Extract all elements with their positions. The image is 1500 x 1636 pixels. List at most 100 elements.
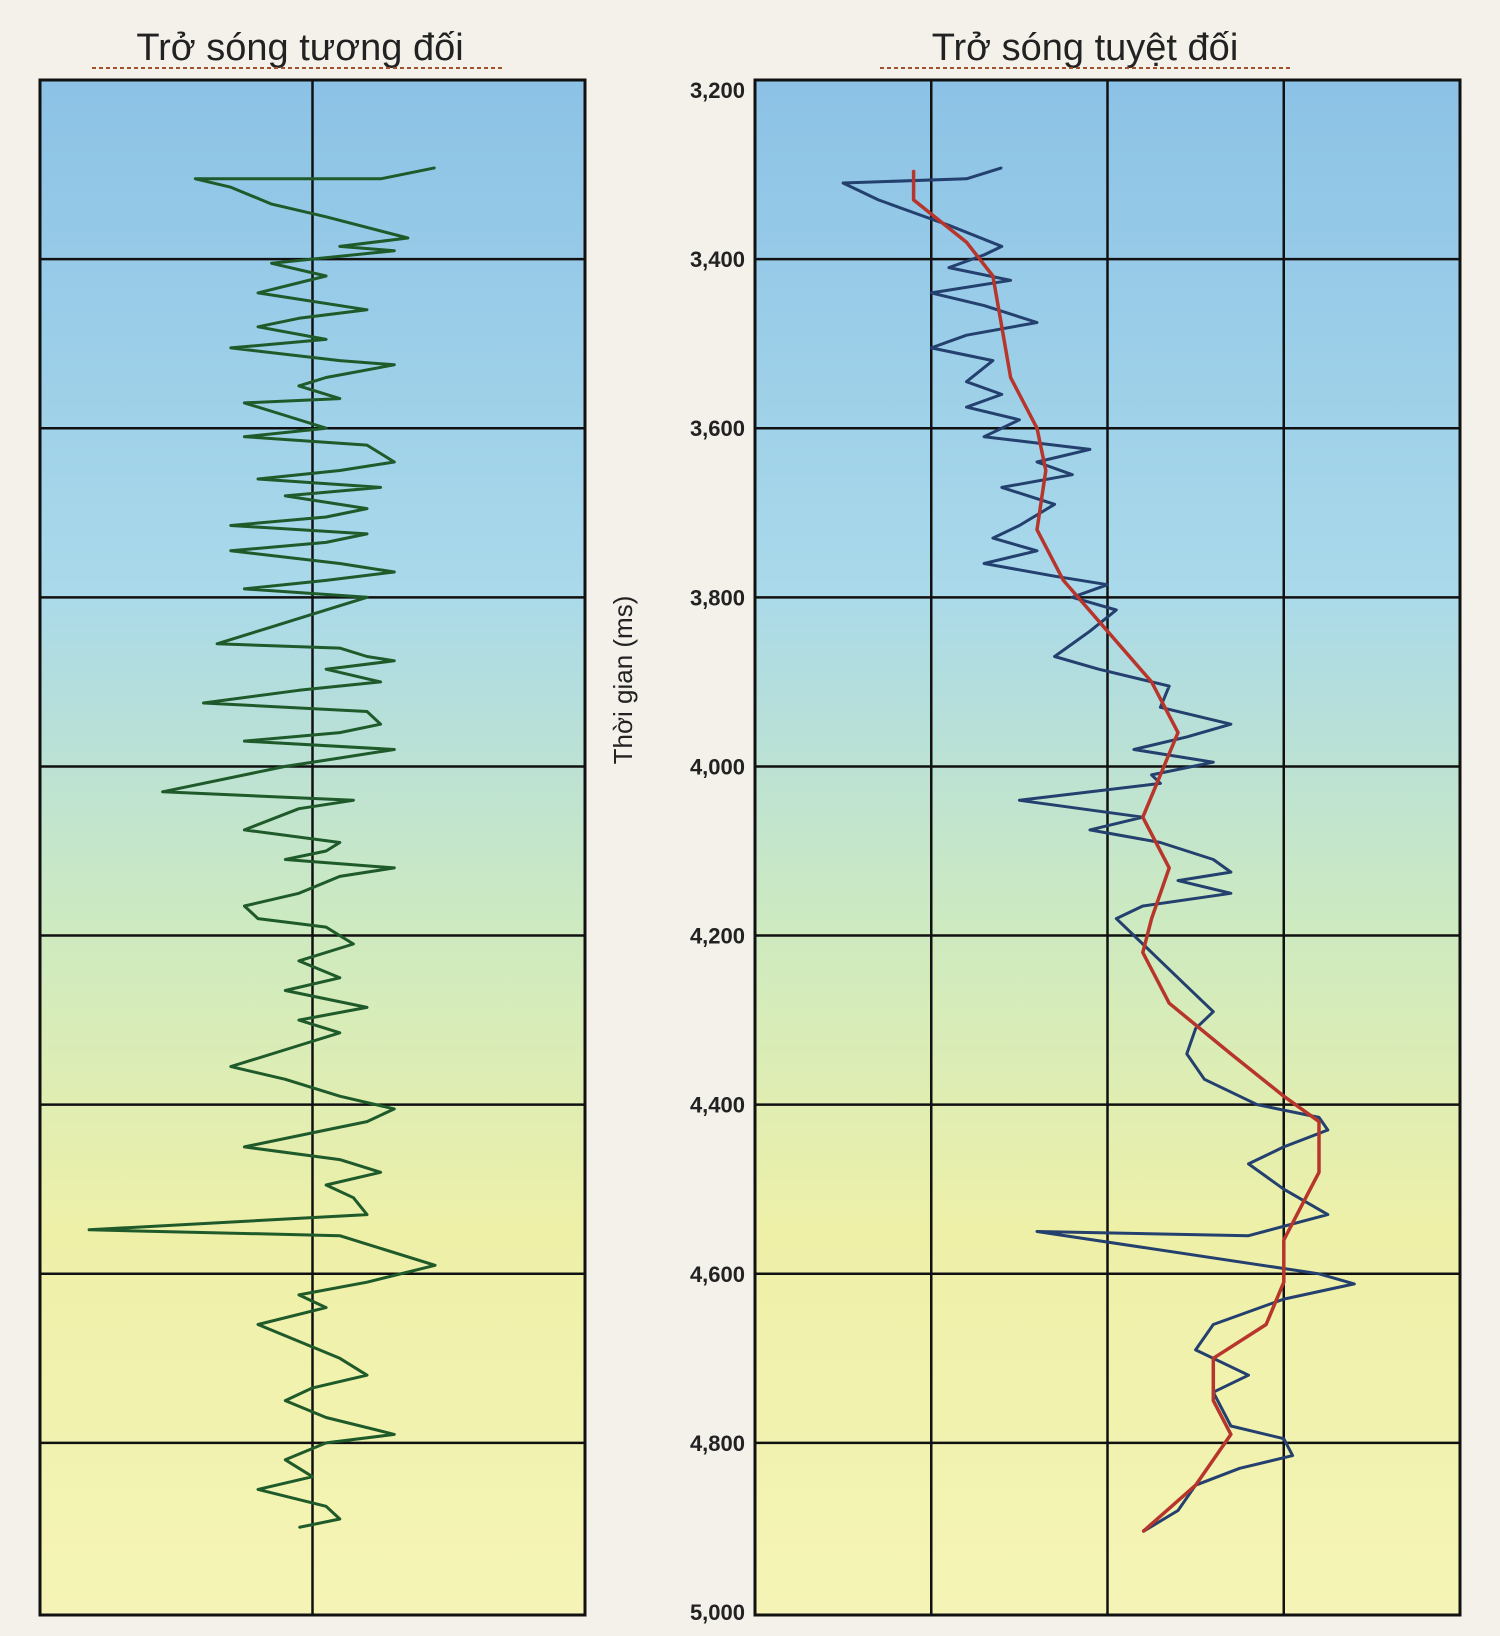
data-point: [325, 579, 327, 582]
data-point: [1159, 774, 1162, 776]
y-tick-label: 5,000: [690, 1600, 745, 1625]
data-point: [1247, 1374, 1250, 1376]
data-point: [1018, 419, 1021, 421]
data-point: [1071, 596, 1074, 599]
data-point: [1186, 1053, 1188, 1055]
data-point: [339, 359, 341, 362]
data-point: [1115, 609, 1118, 611]
series-line-0-0: [87, 166, 437, 1529]
data-point: [325, 1129, 327, 1131]
data-point: [1318, 1116, 1320, 1119]
data-point: [1283, 1281, 1285, 1283]
data-point: [1150, 917, 1153, 920]
y-tick-label: 4,200: [690, 924, 745, 949]
data-point: [1133, 748, 1135, 751]
data-point: [393, 461, 396, 463]
data-point: [88, 1229, 90, 1231]
data-point: [243, 402, 246, 404]
data-point: [965, 178, 968, 180]
data-point: [243, 588, 246, 590]
data-point: [1212, 1323, 1215, 1326]
data-point: [1036, 321, 1038, 324]
data-point: [1194, 1349, 1197, 1351]
data-point: [257, 917, 259, 920]
series-line-1-1: [911, 170, 1321, 1534]
data-point: [230, 524, 232, 527]
data-point: [366, 1374, 368, 1376]
data-point: [1186, 985, 1188, 988]
data-point: [257, 326, 259, 328]
data-point: [877, 199, 880, 201]
data-point: [1053, 503, 1056, 506]
data-point: [311, 1387, 314, 1389]
data-point: [325, 376, 327, 379]
data-point: [325, 850, 327, 852]
data-point: [270, 203, 273, 205]
chart-title-absolute: Trở sóng tuyệt đối: [932, 27, 1239, 69]
data-point: [1256, 1103, 1259, 1106]
data-point: [339, 841, 341, 844]
data-point: [325, 338, 327, 341]
data-point: [393, 1108, 396, 1110]
data-point: [1115, 917, 1118, 920]
data-point: [230, 1065, 232, 1068]
data-point: [1247, 1163, 1250, 1165]
data-point: [1036, 1230, 1038, 1233]
data-point: [948, 266, 950, 269]
data-point: [325, 216, 327, 218]
data-point: [284, 495, 287, 497]
data-point: [311, 613, 314, 615]
data-point: [352, 943, 355, 945]
data-point: [1150, 681, 1153, 683]
data-point: [352, 1196, 355, 1199]
data-point: [298, 1526, 300, 1529]
data-point: [1212, 761, 1215, 763]
data-point: [1168, 1002, 1170, 1004]
data-point: [1247, 1234, 1250, 1237]
data-point: [284, 1399, 287, 1402]
data-point: [393, 364, 396, 366]
data-point: [366, 1006, 368, 1009]
data-point: [1001, 245, 1003, 248]
data-point: [1212, 1357, 1215, 1360]
data-point: [842, 182, 844, 184]
chart-title-relative: Trở sóng tương đối: [136, 27, 463, 69]
y-tick-label: 4,000: [690, 754, 745, 779]
data-point: [1089, 630, 1091, 632]
y-tick-label: 3,400: [690, 247, 745, 272]
data-point: [325, 427, 327, 430]
data-point: [284, 414, 287, 417]
data-point: [1177, 1509, 1179, 1512]
data-point: [1230, 1425, 1232, 1427]
data-point: [366, 1120, 368, 1123]
data-point: [1062, 579, 1065, 582]
data-point: [1159, 782, 1162, 785]
data-point: [1106, 630, 1109, 632]
data-point: [965, 334, 968, 337]
data-point: [1283, 1146, 1285, 1148]
data-point: [194, 178, 197, 180]
data-point: [983, 304, 985, 307]
data-point: [243, 905, 246, 907]
data-point: [983, 562, 985, 565]
data-point: [284, 989, 287, 992]
data-point: [393, 1433, 396, 1436]
data-point: [243, 829, 246, 831]
data-point: [257, 292, 259, 294]
plot-frame: [753, 78, 1462, 1617]
data-point: [1053, 655, 1056, 658]
data-point: [243, 740, 246, 742]
data-point: [366, 1281, 368, 1283]
data-point: [1159, 841, 1162, 844]
data-point: [379, 1171, 382, 1174]
data-point: [230, 347, 232, 349]
data-point: [1045, 469, 1047, 472]
data-point: [366, 507, 368, 510]
data-point: [393, 660, 396, 662]
data-point: [407, 237, 409, 239]
data-point: [965, 241, 968, 243]
data-point: [202, 702, 205, 704]
data-point: [912, 169, 915, 172]
data-point: [284, 765, 287, 768]
data-point: [1159, 706, 1162, 709]
